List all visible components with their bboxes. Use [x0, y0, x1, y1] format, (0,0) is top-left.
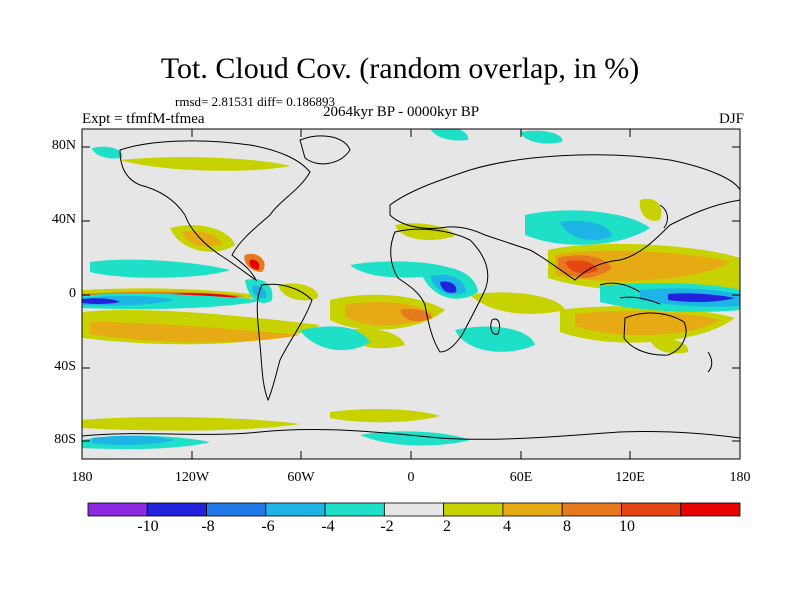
- anomaly-neg-region: [82, 298, 120, 304]
- anomaly-pos-region: [575, 311, 720, 336]
- coastline-south-america: [256, 283, 313, 402]
- anomaly-pos-region: [182, 230, 222, 247]
- anomaly-neg-region: [560, 220, 612, 240]
- colorbar: [87, 502, 741, 517]
- coastline-japan: [659, 204, 668, 229]
- colorbar-label: 10: [619, 518, 635, 535]
- coastline-greenland: [299, 135, 351, 165]
- anomaly-pos-region: [395, 223, 455, 241]
- map-ticks: [81, 129, 741, 459]
- colorbar-swatch: [146, 502, 207, 517]
- colorbar-swatch: [621, 502, 682, 517]
- coastline-australia: [623, 312, 687, 356]
- experiment-label: Expt = tfmfM-tfmea: [82, 111, 205, 127]
- season-label: DJF: [718, 111, 744, 127]
- anomaly-neg-region: [668, 293, 735, 303]
- coastline-antarctica: [82, 429, 740, 440]
- y-tick-label: 80N: [51, 138, 76, 153]
- anomaly-neg-region: [430, 129, 469, 141]
- anomaly-neg-region: [92, 435, 175, 445]
- colorbar-swatch: [383, 502, 445, 517]
- anomaly-neg-region: [300, 326, 370, 351]
- colorbar-label: -8: [201, 518, 215, 535]
- colorbar-label: -4: [321, 518, 335, 535]
- anomaly-pos-region: [82, 417, 300, 431]
- colorbar-label: -2: [380, 518, 394, 535]
- coastline-eurasia: [389, 154, 740, 281]
- anomaly-fields: [82, 129, 740, 450]
- colorbar-swatch: [561, 502, 622, 517]
- stats-line: rmsd= 2.81531 diff= 0.186893: [175, 94, 335, 109]
- anomaly-neg-region: [520, 130, 563, 144]
- x-tick-label: 120W: [174, 470, 210, 485]
- anomaly-neg-region: [92, 146, 123, 159]
- x-tick-label: 180: [71, 470, 93, 485]
- anomaly-pos-region: [120, 157, 290, 171]
- anomaly-pos-region: [249, 259, 260, 270]
- x-tick-label: 60W: [287, 470, 315, 485]
- y-tick-label: 40S: [54, 359, 76, 374]
- anomaly-neg-region: [455, 326, 535, 352]
- colorbar-swatch: [265, 502, 326, 517]
- colorbar-label: 4: [503, 518, 511, 535]
- x-tick-label: 0: [407, 470, 415, 485]
- coastline-north-america: [119, 140, 311, 282]
- anomaly-neg-region: [440, 281, 457, 293]
- colorbar-label: 2: [443, 518, 451, 535]
- anomaly-neg-region: [90, 259, 230, 278]
- colorbar-swatch: [443, 502, 504, 517]
- chart-title: Tot. Cloud Cov. (random overlap, in %): [160, 52, 640, 85]
- y-tick-label: 40N: [51, 212, 76, 227]
- colorbar-swatch: [206, 502, 267, 517]
- anomaly-pos-region: [565, 260, 598, 274]
- anomaly-pos-region: [90, 322, 300, 343]
- anomaly-pos-region: [639, 198, 662, 221]
- x-tick-label: 180: [729, 470, 751, 485]
- coastline-new-zealand: [707, 351, 713, 373]
- period-label: 2064kyr BP - 0000kyr BP: [323, 104, 480, 120]
- anomaly-pos-region: [400, 308, 432, 322]
- colorbar-label: -10: [137, 518, 159, 535]
- colorbar-swatch: [324, 502, 385, 517]
- anomaly-pos-region: [330, 409, 440, 423]
- coastlines: [82, 135, 740, 440]
- x-tick-label: 60E: [509, 470, 533, 485]
- anomaly-neg-region: [360, 431, 470, 446]
- y-tick-label: 0: [69, 286, 76, 301]
- coastline-africa: [390, 228, 489, 353]
- colorbar-label: 8: [563, 518, 571, 535]
- x-tick-label: 120E: [615, 470, 645, 485]
- y-tick-label: 80S: [54, 432, 76, 447]
- colorbar-swatch: [680, 502, 741, 517]
- anomaly-pos-region: [650, 338, 689, 354]
- colorbar-swatch: [502, 502, 563, 517]
- colorbar-label: -6: [261, 518, 275, 535]
- coastline-madagascar: [490, 318, 501, 335]
- coastline-maritime-continent: [599, 282, 661, 305]
- colorbar-swatch: [87, 502, 148, 517]
- anomaly-pos-region: [470, 292, 565, 314]
